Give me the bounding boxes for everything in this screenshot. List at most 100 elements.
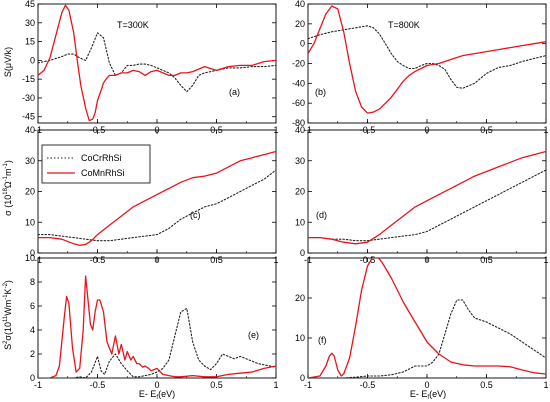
y-tick-label: 30 (295, 156, 305, 166)
y-tick-label: 40 (25, 125, 35, 135)
series-line-comnrhsi (308, 150, 546, 245)
y-axis-title-conductivity-exp2: -1 (3, 175, 9, 181)
x-axis-title-left: E- Ef(eV) (139, 389, 175, 401)
y-axis-title-conductivity-exp3: -1 (3, 163, 9, 169)
legend-box (41, 144, 151, 184)
y-tick-label: 20 (295, 19, 305, 29)
y-tick-label: 0 (300, 39, 305, 49)
y-tick-label: 2 (30, 349, 35, 359)
temperature-label-800k: T=800K (388, 20, 420, 30)
y-tick-label: 20 (295, 293, 305, 303)
y-axis-title-pf-exp: 2 (3, 340, 9, 344)
y-tick-label: 45 (25, 0, 35, 9)
y-axis-title-seebeck: S(μV/k) (3, 47, 13, 77)
y-tick-label: 20 (25, 187, 35, 197)
x-tick-label: 1 (543, 380, 548, 390)
y-axis-title-pf-unit: Wm (3, 300, 13, 316)
y-tick-label: 0 (300, 373, 305, 383)
y-tick-label: 10 (295, 333, 305, 343)
series-line-comnrhsi (38, 275, 276, 378)
y-tick-label: 30 (25, 18, 35, 28)
y-tick-label: 30 (25, 156, 35, 166)
y-tick-label: 0 (30, 55, 35, 65)
y-tick-label: 10 (25, 217, 35, 227)
y-tick-label: 10 (25, 253, 35, 263)
y-axis-title-conductivity-unit: Ω (3, 181, 13, 188)
y-axis-title-power-factor: S2σ(1011Wm-1K-2) (3, 280, 13, 350)
y-axis-title-pf-s: S (3, 344, 13, 350)
y-tick-label: 8 (30, 277, 35, 287)
x-axis-title-left-base: E- E (139, 389, 157, 399)
y-axis-title-pf-exp3: -1 (3, 294, 9, 300)
x-axis-title-left-unit: (eV) (158, 389, 175, 399)
y-axis-title-conductivity: σ (1018Ω-1m-1) (3, 160, 13, 216)
x-tick-label: -0.5 (90, 380, 106, 390)
y-axis-title-pf-exp2: 11 (3, 315, 9, 322)
y-tick-label: -15 (22, 74, 35, 84)
temperature-label-300k: T=300K (117, 20, 149, 30)
panel-tag: (f) (318, 335, 327, 345)
y-tick-label: 4 (30, 325, 35, 335)
y-axis-title-conductivity-exp: 18 (3, 187, 9, 194)
y-axis-title-pf-exp4: -2 (3, 282, 9, 288)
x-axis-title-right: E- Ef(eV) (410, 389, 446, 401)
panel-d-conductivity-800k: -1-0.500.51010203040(d) (295, 125, 549, 265)
y-tick-label: -30 (22, 93, 35, 103)
y-tick-label: -60 (292, 98, 305, 108)
series-line-cocrrhsi (308, 25, 546, 89)
series-line-comnrhsi (38, 150, 276, 246)
x-axis-title-right-unit: (eV) (429, 389, 446, 399)
series-line-cocrrhsi (38, 169, 276, 242)
y-tick-label: 10 (295, 217, 305, 227)
panel-tag: (d) (316, 210, 327, 220)
series-line-cocrrhsi (308, 169, 546, 242)
y-tick-label: 0 (30, 248, 35, 258)
y-tick-label: -20 (292, 59, 305, 69)
y-axis-title-pf-k: K (3, 288, 13, 294)
panel-tag: (b) (315, 87, 326, 97)
plot-frame (37, 3, 277, 124)
series-line-cocrrhsi (38, 307, 276, 378)
y-axis-title-conductivity-base: σ (10 (3, 195, 13, 216)
y-tick-label: 40 (295, 0, 305, 9)
x-tick-label: 0.5 (480, 380, 493, 390)
y-tick-label: -80 (292, 118, 305, 128)
x-tick-label: -1 (34, 380, 42, 390)
y-axis-title-pf-sigma: σ(10 (3, 322, 13, 341)
x-axis-title-left-sub: f (156, 395, 158, 401)
y-tick-label: 6 (30, 301, 35, 311)
legend-label-cocrrhsi: CoCrRhSi (81, 153, 122, 163)
y-axis-title-pf-close: ) (3, 280, 13, 283)
y-tick-label: 20 (295, 187, 305, 197)
x-tick-label: 0 (154, 380, 159, 390)
y-tick-label: -40 (292, 78, 305, 88)
series-line-cocrrhsi (38, 32, 276, 93)
y-axis-title-conductivity-close: ) (3, 160, 13, 163)
x-tick-label: 1 (273, 380, 278, 390)
plot-frame (307, 257, 547, 379)
y-tick-label: 40 (295, 125, 305, 135)
panel-tag: (e) (248, 330, 259, 340)
legend-label-comnrhsi: CoMnRhSi (81, 168, 125, 178)
series-line-comnrhsi (38, 4, 276, 122)
y-tick-label: 0 (300, 248, 305, 258)
series-line-comnrhsi (308, 5, 546, 114)
y-tick-label: -45 (22, 112, 35, 122)
legend: CoCrRhSi CoMnRhSi (41, 144, 151, 184)
series-line-comnrhsi (308, 258, 546, 378)
y-tick-label: 15 (25, 37, 35, 47)
x-tick-label: 0.5 (210, 380, 223, 390)
x-tick-label: 0 (424, 380, 429, 390)
x-axis-title-right-base: E- E (410, 389, 428, 399)
y-tick-label: 0 (30, 373, 35, 383)
y-axis-title-conductivity-m: m (3, 169, 13, 177)
panel-tag: (a) (229, 87, 240, 97)
plot-frame (307, 129, 547, 254)
panel-tag: (c) (190, 210, 201, 220)
x-tick-label: -0.5 (360, 380, 376, 390)
